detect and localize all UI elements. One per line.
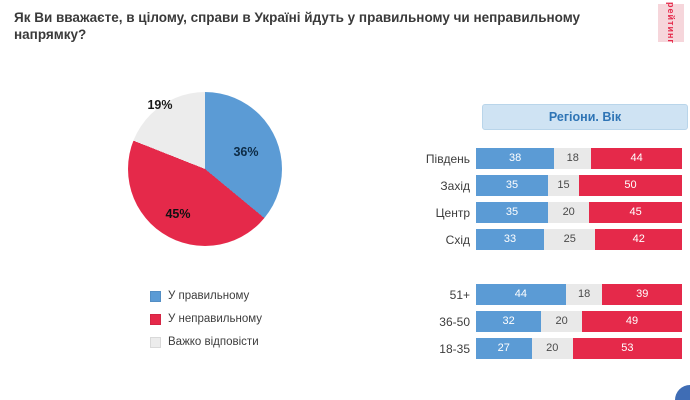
bar-row-Схід: Схід 33 25 42 <box>412 229 690 250</box>
pie-label-hard-to-say: 19% <box>147 98 173 112</box>
pie-label-wrong-direction: 45% <box>165 207 191 221</box>
bar-track: 27 20 53 <box>476 338 682 359</box>
legend-label: Важко відповісти <box>168 336 259 348</box>
bar-segment-У неправильному: 42 <box>595 229 682 250</box>
bar-track: 35 15 50 <box>476 175 682 196</box>
group-gap <box>412 256 690 284</box>
bars-rows: Південь 38 18 44 Захід 35 15 50 Центр 35 20 45 Схід 3… <box>412 148 690 359</box>
bar-segment-У правильному: 27 <box>476 338 532 359</box>
bar-segment-Важко відповісти: 18 <box>554 148 592 169</box>
bar-track: 35 20 45 <box>476 202 682 223</box>
legend-item-right-direction: У правильному <box>150 290 262 302</box>
bar-track: 33 25 42 <box>476 229 682 250</box>
legend-swatch-blue <box>150 290 161 302</box>
rating-group-logo-text: рейтинг <box>666 1 676 45</box>
bar-segment-У правильному: 38 <box>476 148 555 169</box>
pie-chart <box>128 92 282 246</box>
bar-track: 44 18 39 <box>476 284 682 305</box>
regions-age-header: Регіони. Вік <box>482 104 688 130</box>
pie-chart-area: 36% 45% 19% <box>128 92 282 246</box>
bar-category-label: 36-50 <box>439 314 470 329</box>
bar-category-label: Схід <box>445 232 470 247</box>
bar-segment-У неправильному: 49 <box>582 311 682 332</box>
bar-row-18-35: 18-35 27 20 53 <box>412 338 690 359</box>
bar-row-36-50: 36-50 32 20 49 <box>412 311 690 332</box>
bar-segment-У правильному: 44 <box>476 284 566 305</box>
bar-segment-Важко відповісти: 20 <box>541 311 583 332</box>
bar-segment-Важко відповісти: 25 <box>543 229 596 250</box>
bar-category-label: Центр <box>435 205 470 220</box>
legend-label: У неправильному <box>168 313 263 325</box>
bar-segment-У неправильному: 53 <box>572 338 682 359</box>
bar-segment-У неправильному: 44 <box>591 148 682 169</box>
bar-segment-У правильному: 35 <box>476 202 549 223</box>
bar-segment-У неправильному: 50 <box>578 175 682 196</box>
bar-segment-У правильному: 32 <box>476 311 542 332</box>
bar-segment-Важко відповісти: 15 <box>548 175 579 196</box>
legend-swatch-gray <box>150 336 161 348</box>
bar-segment-У правильному: 33 <box>476 229 544 250</box>
corner-decoration <box>675 385 690 400</box>
legend-label: У правильному <box>168 290 250 302</box>
bar-row-51+: 51+ 44 18 39 <box>412 284 690 305</box>
bar-track: 32 20 49 <box>476 311 682 332</box>
rating-group-logo: рейтинг <box>658 1 684 45</box>
legend-item-wrong-direction: У неправильному <box>150 313 262 325</box>
pie-label-right-direction: 36% <box>233 145 259 159</box>
bar-category-label: 51+ <box>449 287 470 302</box>
bar-row-Захід: Захід 35 15 50 <box>412 175 690 196</box>
page-title: Як Ви вважаєте, в цілому, справи в Украї… <box>14 10 581 42</box>
bar-category-label: Захід <box>440 178 470 193</box>
bar-segment-Важко відповісти: 18 <box>565 284 603 305</box>
legend-item-hard-to-say: Важко відповісти <box>150 336 262 348</box>
pie-legend: У правильному У неправильному Важко відп… <box>150 290 262 359</box>
legend-swatch-red <box>150 313 161 325</box>
regions-age-panel: Регіони. Вік Південь 38 18 44 Захід 35 15 50 Цен… <box>412 104 690 365</box>
bar-segment-У неправильному: 39 <box>602 284 682 305</box>
bar-category-label: 18-35 <box>439 341 470 356</box>
bar-segment-Важко відповісти: 20 <box>531 338 573 359</box>
bar-track: 38 18 44 <box>476 148 682 169</box>
bar-segment-У неправильному: 45 <box>589 202 682 223</box>
bar-segment-У правильному: 35 <box>476 175 549 196</box>
bar-row-Центр: Центр 35 20 45 <box>412 202 690 223</box>
bar-segment-Важко відповісти: 20 <box>548 202 590 223</box>
bar-row-Південь: Південь 38 18 44 <box>412 148 690 169</box>
bar-category-label: Південь <box>425 151 470 166</box>
